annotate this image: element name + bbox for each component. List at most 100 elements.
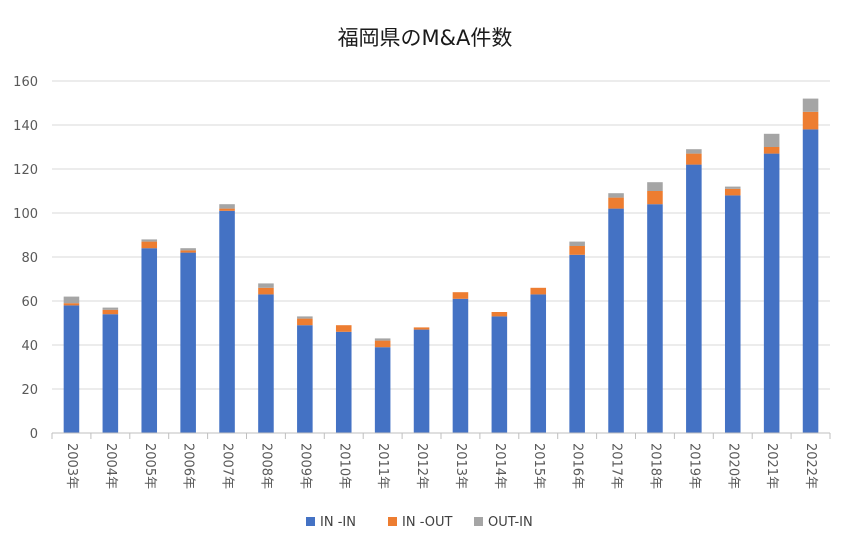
x-tick-label: 2007年 bbox=[220, 443, 235, 489]
bar-segment bbox=[335, 325, 352, 332]
gridlines bbox=[52, 80, 830, 390]
bar-segment bbox=[763, 133, 780, 147]
bar-segment bbox=[763, 147, 780, 154]
bar-segment bbox=[180, 250, 196, 253]
bar-segment bbox=[258, 294, 274, 433]
bar-segment bbox=[491, 316, 508, 433]
bar-segment bbox=[724, 186, 741, 189]
bar-segment bbox=[219, 210, 235, 433]
x-tick-label: 2016年 bbox=[570, 443, 585, 489]
legend-label: IN -OUT bbox=[402, 515, 452, 530]
bar-segment bbox=[724, 188, 741, 196]
bar-segment bbox=[452, 292, 469, 299]
x-tick-label: 2011年 bbox=[375, 443, 390, 489]
legend-item: IN -OUT bbox=[388, 515, 452, 530]
bar-segment bbox=[258, 283, 274, 288]
x-axis bbox=[51, 432, 831, 439]
y-tick-label: 60 bbox=[21, 295, 38, 310]
bar-segment bbox=[647, 182, 663, 191]
legend: IN -IN IN -OUT OUT-IN bbox=[306, 515, 533, 530]
legend-item: OUT-IN bbox=[474, 515, 533, 530]
bar-segment bbox=[141, 241, 158, 249]
x-tick-label: 2003年 bbox=[64, 443, 79, 489]
bar-segment bbox=[802, 111, 819, 130]
bar-segment bbox=[297, 316, 313, 319]
y-tick-label: 100 bbox=[13, 207, 38, 222]
x-tick-label: 2017年 bbox=[609, 443, 624, 489]
y-tick-label: 20 bbox=[21, 383, 38, 398]
bar-segment bbox=[297, 325, 313, 433]
bar-segment bbox=[374, 340, 391, 348]
bar-segment bbox=[530, 287, 547, 295]
bar-segment bbox=[569, 241, 585, 246]
y-tick-label: 120 bbox=[13, 163, 38, 178]
bar-segment bbox=[724, 195, 741, 433]
bar-segment bbox=[102, 314, 119, 433]
x-tick-label: 2010年 bbox=[336, 443, 351, 489]
legend-swatch bbox=[388, 517, 397, 526]
bar-segment bbox=[569, 254, 585, 433]
bar-segment bbox=[569, 246, 585, 255]
x-tick-label: 2009年 bbox=[297, 443, 312, 489]
x-tick-label: 2020年 bbox=[725, 443, 740, 489]
x-tick-label: 2018年 bbox=[647, 443, 662, 489]
x-tick-label: 2005年 bbox=[142, 443, 157, 489]
bar-segment bbox=[258, 287, 274, 295]
x-tick-label: 2004年 bbox=[103, 443, 118, 489]
bar-segment bbox=[452, 298, 469, 433]
x-tick-label: 2019年 bbox=[686, 443, 701, 489]
legend-label: IN -IN bbox=[320, 515, 356, 530]
bar-segment bbox=[686, 153, 702, 165]
y-tick-label: 40 bbox=[21, 339, 38, 354]
bar-segment bbox=[608, 208, 624, 433]
y-tick-label: 0 bbox=[30, 427, 38, 442]
bar-segment bbox=[686, 149, 702, 154]
legend-swatch bbox=[306, 517, 315, 526]
bar-segment bbox=[491, 312, 508, 317]
legend-swatch bbox=[474, 517, 483, 526]
x-tick-label: 2008年 bbox=[258, 443, 273, 489]
x-tick-label: 2013年 bbox=[453, 443, 468, 489]
bar-segment bbox=[335, 331, 352, 433]
x-tick-label: 2014年 bbox=[492, 443, 507, 489]
bar-segment bbox=[608, 193, 624, 198]
bar-segment bbox=[374, 347, 391, 433]
bar-segment bbox=[763, 153, 780, 433]
bar-segment bbox=[141, 248, 158, 433]
bar-segment bbox=[63, 305, 80, 433]
chart-title: 福岡県のM&A件数 bbox=[338, 26, 513, 50]
x-tick-label: 2012年 bbox=[414, 443, 429, 489]
x-tick-label: 2021年 bbox=[764, 443, 779, 489]
bar-segment bbox=[413, 327, 430, 330]
bars bbox=[63, 98, 819, 433]
bar-segment bbox=[180, 248, 196, 251]
bar-segment bbox=[647, 204, 663, 433]
bar-segment bbox=[530, 294, 547, 433]
y-tick-label: 160 bbox=[13, 75, 38, 90]
bar-segment bbox=[686, 164, 702, 433]
y-tick-label: 80 bbox=[21, 251, 38, 266]
bar-segment bbox=[374, 338, 391, 341]
bar-segment bbox=[413, 329, 430, 433]
bar-segment bbox=[63, 303, 80, 306]
legend-item: IN -IN bbox=[306, 515, 356, 530]
bar-segment bbox=[802, 98, 819, 112]
legend-label: OUT-IN bbox=[488, 515, 533, 530]
bar-segment bbox=[647, 191, 663, 205]
bar-segment bbox=[180, 252, 196, 433]
bar-segment bbox=[802, 129, 819, 433]
bar-segment bbox=[63, 296, 80, 304]
x-tick-label: 2015年 bbox=[531, 443, 546, 489]
bar-segment bbox=[297, 318, 313, 326]
x-tick-label: 2022年 bbox=[803, 443, 818, 489]
bar-segment bbox=[141, 239, 158, 242]
x-tick-label: 2006年 bbox=[181, 443, 196, 489]
y-axis-tick-labels: 0 20 40 60 80 100 120 140 160 bbox=[13, 75, 38, 442]
x-axis-tick-labels: 2003年 2004年 2005年 2006年 2007年 2008年 2009年 2010年… bbox=[64, 443, 818, 489]
bar-segment bbox=[102, 307, 119, 310]
bar-segment bbox=[608, 197, 624, 209]
bar-segment bbox=[102, 309, 119, 315]
bar-segment bbox=[219, 204, 235, 209]
